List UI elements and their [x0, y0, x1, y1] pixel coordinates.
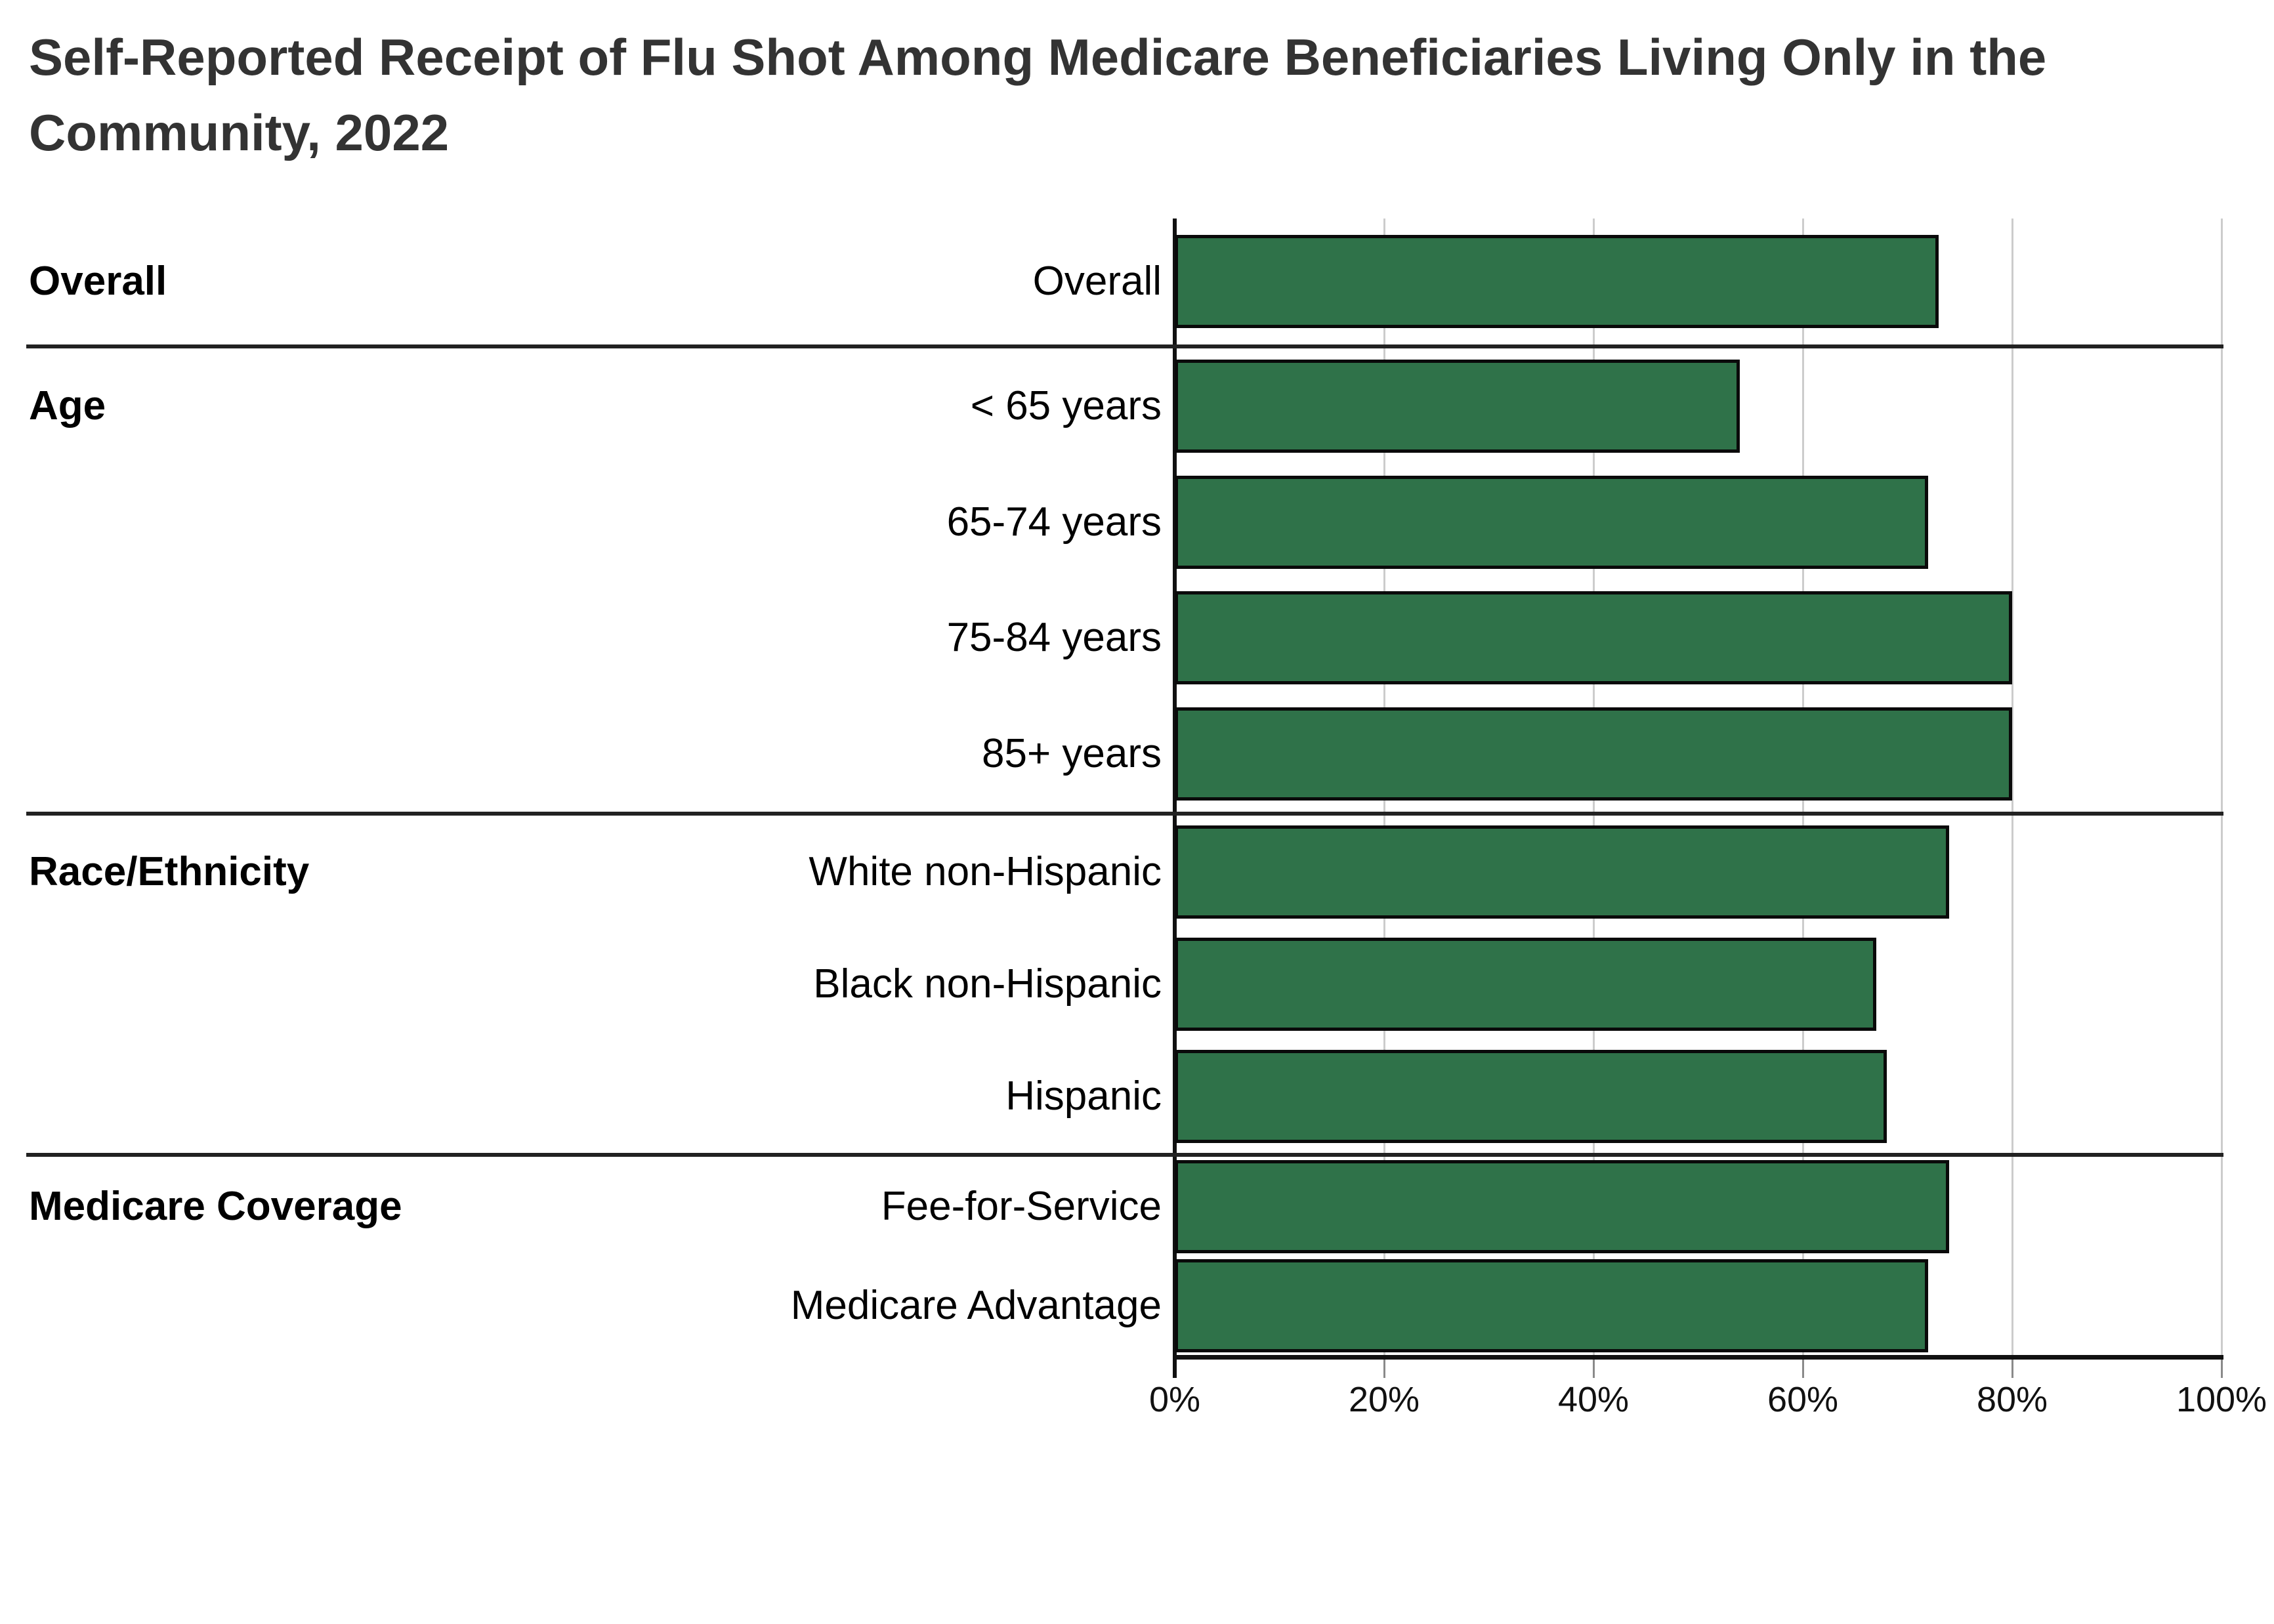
x-tick-label: 20%	[1348, 1380, 1420, 1419]
bar-row-label: White non-Hispanic	[809, 849, 1162, 894]
bar-75-84 years	[1175, 591, 2012, 684]
bar-row-label: Overall	[1032, 259, 1162, 304]
chart-title-line-2: Community, 2022	[29, 104, 450, 161]
bar-row-label: 65-74 years	[946, 499, 1162, 545]
bar-row-label: 85+ years	[981, 731, 1162, 776]
x-tick-label: 80%	[1976, 1380, 2048, 1419]
bar-85+ years	[1175, 707, 2012, 801]
section-divider-2	[26, 812, 2223, 816]
bar-row-label: 75-84 years	[946, 615, 1162, 660]
gridline-100%	[2221, 219, 2223, 1355]
bar-Black non-Hispanic	[1175, 938, 1876, 1031]
chart-title-line-1: Self-Reported Receipt of Flu Shot Among …	[29, 28, 2047, 86]
x-tick-label: 40%	[1557, 1380, 1630, 1419]
x-tick-label: 100%	[2176, 1380, 2267, 1419]
section-divider-1	[26, 344, 2223, 348]
bar-White non-Hispanic	[1175, 825, 1949, 919]
section-label-Race/Ethnicity: Race/Ethnicity	[29, 849, 310, 894]
bar-Hispanic	[1175, 1050, 1887, 1143]
bar-row-label: Medicare Advantage	[790, 1283, 1162, 1328]
x-axis-tick-40%	[1593, 1360, 1595, 1378]
bar-65-74 years	[1175, 476, 1928, 569]
chart-title: Self-Reported Receipt of Flu Shot Among …	[29, 20, 2046, 171]
x-axis-tick-60%	[1802, 1360, 1804, 1378]
bar-row-label: Fee-for-Service	[881, 1184, 1162, 1229]
section-divider-3	[26, 1153, 2223, 1157]
bar-Medicare Advantage	[1175, 1259, 1928, 1352]
bar-< 65 years	[1175, 360, 1740, 453]
x-axis-tick-80%	[2011, 1360, 2013, 1378]
bar-row-label: Hispanic	[1005, 1073, 1162, 1119]
bar-Overall	[1175, 235, 1939, 328]
section-label-Overall: Overall	[29, 259, 167, 304]
gridline-80%	[2011, 219, 2013, 1355]
bar-row-label: < 65 years	[970, 383, 1162, 428]
section-label-Medicare Coverage: Medicare Coverage	[29, 1184, 402, 1229]
x-axis-line	[1173, 1355, 2223, 1360]
x-tick-label: 60%	[1767, 1380, 1839, 1419]
x-axis-tick-20%	[1383, 1360, 1385, 1378]
x-tick-label: 0%	[1148, 1380, 1201, 1419]
section-label-Age: Age	[29, 383, 106, 428]
bar-row-label: Black non-Hispanic	[813, 961, 1162, 1007]
bar-Fee-for-Service	[1175, 1160, 1949, 1253]
x-axis-tick-100%	[2221, 1360, 2223, 1378]
